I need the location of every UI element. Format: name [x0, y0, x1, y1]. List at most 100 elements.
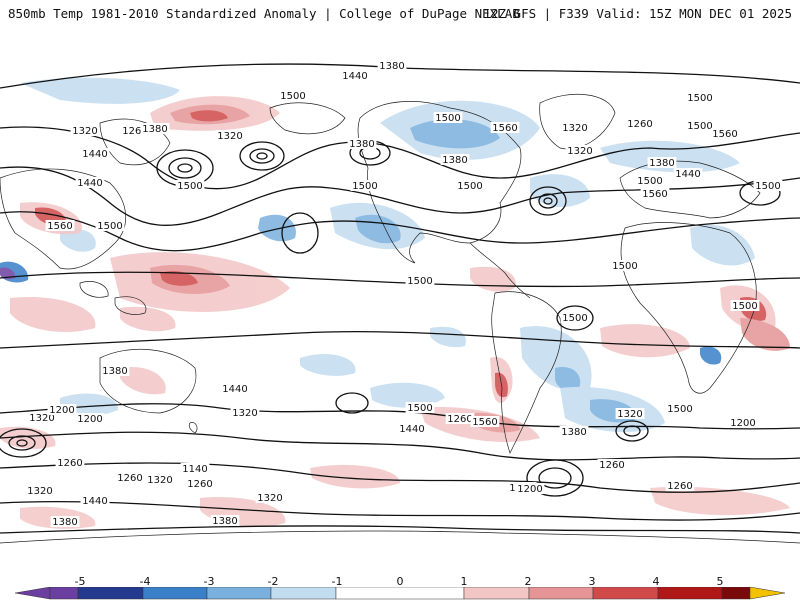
- contour-label: 1440: [399, 424, 424, 435]
- contour-label-bg: [95, 220, 125, 231]
- contour-label: 1560: [472, 417, 497, 428]
- contour-label-bg: [185, 478, 215, 489]
- contour-label: 1500: [667, 404, 692, 415]
- map-panel: 1380 1440 1500 1320 1260 1380 1320 1380 1440 1500…: [0, 28, 800, 575]
- contour-label-bg: [100, 365, 130, 376]
- contour-label-bg: [230, 407, 260, 418]
- contour-label: 1260: [187, 479, 212, 490]
- colorbar-segment: [592, 587, 659, 600]
- contour-label-bg: [685, 92, 715, 103]
- contour-label-bg: [47, 404, 77, 415]
- contour-label: 1320: [147, 475, 172, 486]
- contour-label-bg: [120, 125, 150, 136]
- product-title: 850mb Temp 1981-2010 Standardized Anomal…: [8, 6, 520, 21]
- contour-label-bg: [455, 180, 485, 191]
- colorbar-segment: [463, 587, 530, 600]
- contour-label-bg: [597, 459, 627, 470]
- contour-label: 1500: [352, 181, 377, 192]
- contour-label-bg: [490, 122, 520, 133]
- contour-label-bg: [140, 123, 170, 134]
- contour-label-bg: [665, 480, 695, 491]
- colorbar-tick-label: -1: [331, 575, 343, 588]
- contour-label: 1500: [637, 176, 662, 187]
- contour-label: 1380: [442, 155, 467, 166]
- colorbar: [14, 587, 786, 600]
- contour-label: 1440: [82, 496, 107, 507]
- contour-label-bg: [45, 220, 75, 231]
- contour-label: 1500: [177, 181, 202, 192]
- contour-label-bg: [665, 403, 695, 414]
- contour-label: 1260: [667, 481, 692, 492]
- colorbar-segment: [270, 587, 337, 600]
- contour-label: 1320: [567, 146, 592, 157]
- contour-label: 1320: [232, 408, 257, 419]
- contour-label: 1380: [649, 158, 674, 169]
- contour-label: 1200: [730, 418, 755, 429]
- contour-label-bg: [50, 516, 80, 527]
- colorbar-tick-label: 0: [396, 575, 404, 588]
- contour-label: 1560: [492, 123, 517, 134]
- colorbar-tick-label: -2: [267, 575, 279, 588]
- colorbar-tick-label: -4: [139, 575, 151, 588]
- contour-label: 1260: [599, 460, 624, 471]
- contour-label: 1500: [407, 403, 432, 414]
- contour-label: 1380: [561, 427, 586, 438]
- colorbar-tick-label: 4: [652, 575, 660, 588]
- contour-label: 1320: [29, 413, 54, 424]
- contour-labels: 1380 1440 1500 1320 1260 1380 1320 1380 1440 1500…: [25, 60, 783, 528]
- colorbar-segment: [657, 587, 723, 600]
- contour-label-bg: [350, 180, 380, 191]
- contour-label-bg: [559, 426, 589, 437]
- contour-label: 1200: [49, 405, 74, 416]
- colorbar-tick-label: 2: [524, 575, 532, 588]
- contour-label-bg: [115, 472, 145, 483]
- colorbar-segment: [142, 587, 208, 600]
- contour-label-bg: [55, 457, 85, 468]
- contour-label: 1140: [182, 464, 207, 475]
- contour-label-bg: [615, 408, 645, 419]
- contour-label-bg: [347, 138, 377, 149]
- contour-label: 1560: [712, 129, 737, 140]
- contour-label: 1380: [102, 366, 127, 377]
- contour-label: 1500: [612, 261, 637, 272]
- contour-label: 1500: [562, 313, 587, 324]
- contour-label-bg: [640, 188, 670, 199]
- contour-label-bg: [730, 300, 760, 311]
- contour-label: 1500: [280, 91, 305, 102]
- contour-label: 1500: [457, 181, 482, 192]
- contour-label-bg: [565, 145, 595, 156]
- contour-label-bg: [728, 417, 758, 428]
- contour-label-bg: [80, 495, 110, 506]
- contour-label: 1440: [342, 71, 367, 82]
- contour-label-bg: [75, 413, 105, 424]
- colorbar-segment: [206, 587, 272, 600]
- contour-label: 1380: [142, 124, 167, 135]
- contour-label: 1320: [217, 131, 242, 142]
- contour-label: 1560: [47, 221, 72, 232]
- contour-label: 1440: [82, 149, 107, 160]
- contour-label: 1380: [379, 61, 404, 72]
- contour-label: 1260: [57, 458, 82, 469]
- contour-label: 1500: [732, 301, 757, 312]
- contour-label-bg: [25, 485, 55, 496]
- contour-label-bg: [220, 383, 250, 394]
- contour-label: 1200: [77, 414, 102, 425]
- colorbar-tick-label: -5: [74, 575, 86, 588]
- model-valid-time: 12Z GFS | F339 Valid: 15Z MON DEC 01 202…: [483, 6, 792, 21]
- colorbar-legend: -5 -4 -3 -2 -1 0 1 2 3 4 5: [0, 575, 800, 600]
- contour-label-bg: [27, 412, 57, 423]
- contour-label: 1500: [755, 181, 780, 192]
- contour-label-bg: [80, 148, 110, 159]
- contour-label-bg: [278, 90, 308, 101]
- contour-label-bg: [710, 128, 740, 139]
- contour-label: 1320: [27, 486, 52, 497]
- contour-label: 1380: [349, 139, 374, 150]
- contour-label-bg: [560, 122, 590, 133]
- contour-label: 1320: [72, 126, 97, 137]
- colorbar-segment: [528, 587, 594, 600]
- contour-label-bg: [75, 177, 105, 188]
- contour-label: 1500: [687, 121, 712, 132]
- contour-label-bg: [753, 180, 783, 191]
- height-contours: [0, 63, 800, 534]
- contour-label-bg: [635, 175, 665, 186]
